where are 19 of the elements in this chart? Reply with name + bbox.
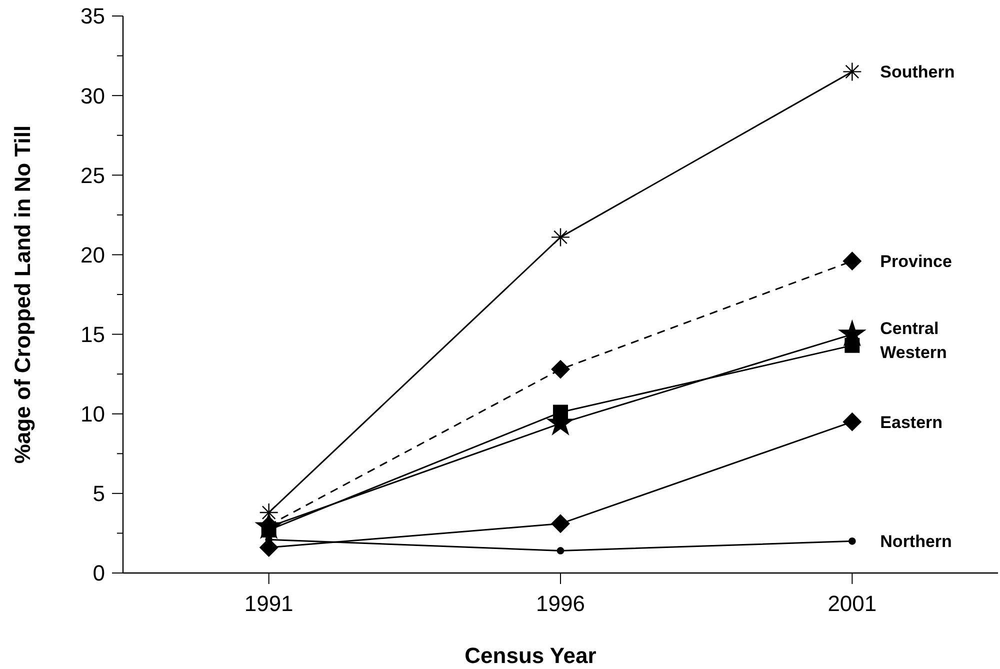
y-tick-label: 20 xyxy=(80,242,105,268)
y-tick-label: 25 xyxy=(80,162,105,188)
y-tick-label: 15 xyxy=(80,322,105,347)
series-label: Eastern xyxy=(880,412,943,432)
series-label: Central xyxy=(880,318,939,338)
x-tick-label: 2001 xyxy=(828,591,877,616)
series-label: Western xyxy=(880,342,947,362)
y-tick-label: 35 xyxy=(80,4,105,29)
x-axis-title: Census Year xyxy=(464,643,597,668)
series-label: Southern xyxy=(880,62,955,82)
y-tick-label: 10 xyxy=(80,402,105,427)
y-tick-label: 0 xyxy=(92,560,105,586)
x-tick-label: 1996 xyxy=(536,591,585,616)
y-tick-label: 30 xyxy=(80,83,105,108)
x-tick-label: 1991 xyxy=(244,591,294,616)
y-axis-title: %age of Cropped Land in No Till xyxy=(10,125,35,464)
series-label: Province xyxy=(880,252,952,272)
y-tick-label: 5 xyxy=(92,481,105,506)
series-label: Northern xyxy=(880,532,952,552)
